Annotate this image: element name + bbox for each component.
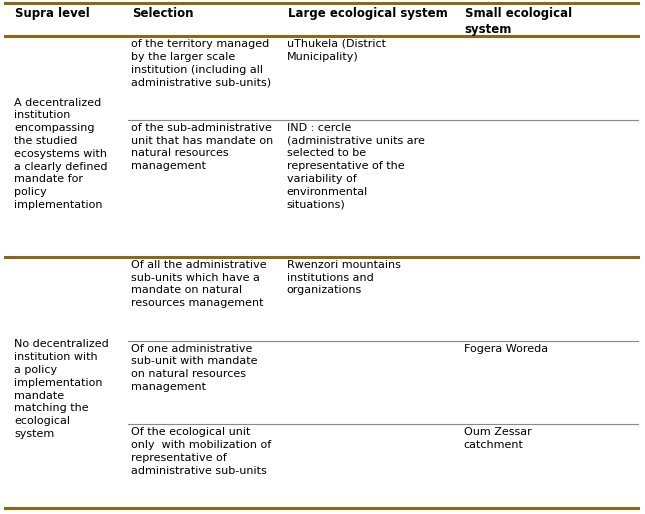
- Text: No decentralized
institution with
a policy
implementation
mandate
matching the
e: No decentralized institution with a poli…: [14, 339, 109, 439]
- Text: Large ecological system: Large ecological system: [288, 7, 447, 20]
- Text: of the sub-administrative
unit that has mandate on
natural resources
management: of the sub-administrative unit that has …: [132, 123, 273, 171]
- Text: Supra level: Supra level: [15, 7, 90, 20]
- Text: Selection: Selection: [132, 7, 194, 20]
- Text: Of the ecological unit
only  with mobilization of
representative of
administrati: Of the ecological unit only with mobiliz…: [132, 427, 272, 475]
- Text: Of one administrative
sub-unit with mandate
on natural resources
management: Of one administrative sub-unit with mand…: [132, 343, 258, 392]
- Text: Of all the administrative
sub-units which have a
mandate on natural
resources ma: Of all the administrative sub-units whic…: [132, 260, 267, 308]
- Text: Fogera Woreda: Fogera Woreda: [464, 343, 548, 354]
- Text: IND : cercle
(administrative units are
selected to be
representative of the
vari: IND : cercle (administrative units are s…: [286, 123, 424, 210]
- Text: uThukela (District
Municipality): uThukela (District Municipality): [286, 39, 386, 62]
- Text: Rwenzori mountains
institutions and
organizations: Rwenzori mountains institutions and orga…: [286, 260, 401, 296]
- Text: of the territory managed
by the larger scale
institution (including all
administ: of the territory managed by the larger s…: [132, 39, 272, 87]
- Text: Small ecological
system: Small ecological system: [465, 7, 572, 36]
- Text: Oum Zessar
catchment: Oum Zessar catchment: [464, 427, 531, 450]
- Text: A decentralized
institution
encompassing
the studied
ecosystems with
a clearly d: A decentralized institution encompassing…: [14, 98, 108, 210]
